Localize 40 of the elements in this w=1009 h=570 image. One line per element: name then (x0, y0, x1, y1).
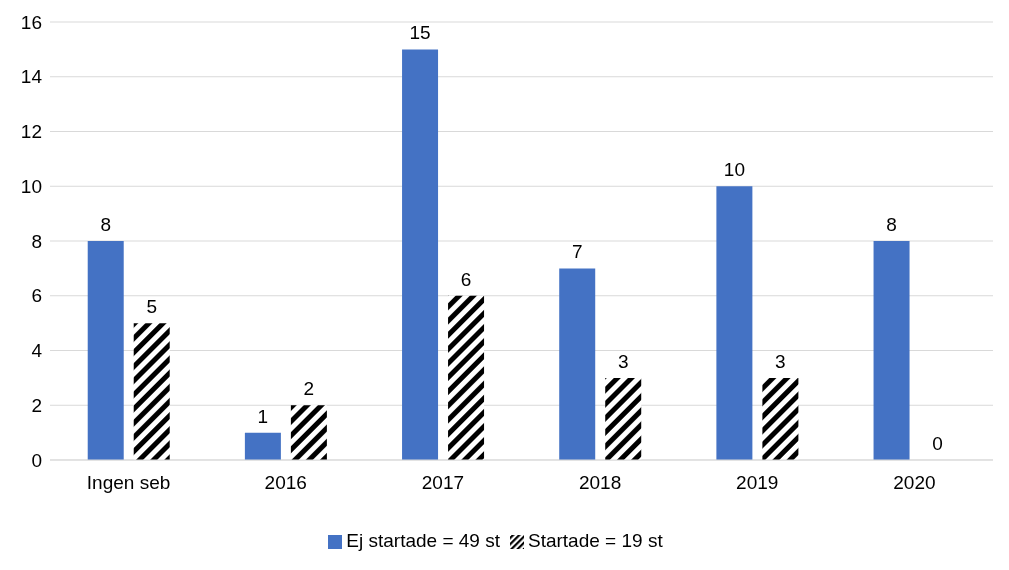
x-tick-label: 2020 (893, 472, 936, 494)
x-tick-label: 2018 (578, 472, 622, 494)
data-label: 3 (775, 350, 786, 372)
bar (402, 49, 439, 460)
data-label: 6 (460, 268, 472, 290)
y-tick-label: 14 (20, 66, 43, 88)
bar (605, 377, 642, 460)
x-tick-label: 2017 (421, 472, 465, 494)
data-label: 2 (303, 378, 315, 400)
x-tick-label: Ingen seb (86, 472, 171, 494)
data-label: 5 (146, 296, 158, 318)
bar (448, 295, 485, 460)
bar (559, 268, 596, 460)
data-label: 1 (257, 405, 269, 427)
bar (873, 241, 910, 460)
y-tick-label: 12 (20, 121, 42, 143)
bar (133, 323, 170, 460)
y-tick-label: 6 (31, 285, 42, 307)
data-label: 0 (932, 432, 943, 454)
data-label: 7 (571, 241, 583, 263)
data-label: 8 (100, 214, 112, 235)
data-label: 3 (617, 350, 629, 372)
bar (87, 241, 124, 460)
y-tick-label: 10 (20, 175, 42, 197)
bar (716, 186, 753, 460)
data-label: 8 (886, 214, 897, 235)
legend-label: Startade = 19 st (528, 530, 663, 551)
bar (762, 377, 799, 460)
x-tick-label: 2016 (264, 472, 307, 494)
legend-label: Ej startade = 49 st (346, 530, 500, 551)
bar (290, 405, 327, 460)
data-label: 15 (409, 22, 431, 44)
y-tick-label: 16 (20, 11, 42, 33)
y-tick-label: 4 (31, 340, 43, 362)
y-tick-label: 2 (31, 394, 42, 416)
y-tick-label: 8 (31, 230, 42, 252)
data-label: 10 (723, 159, 745, 181)
bar (244, 432, 281, 460)
y-tick-label: 0 (31, 449, 42, 471)
x-tick-label: 2019 (736, 472, 779, 494)
